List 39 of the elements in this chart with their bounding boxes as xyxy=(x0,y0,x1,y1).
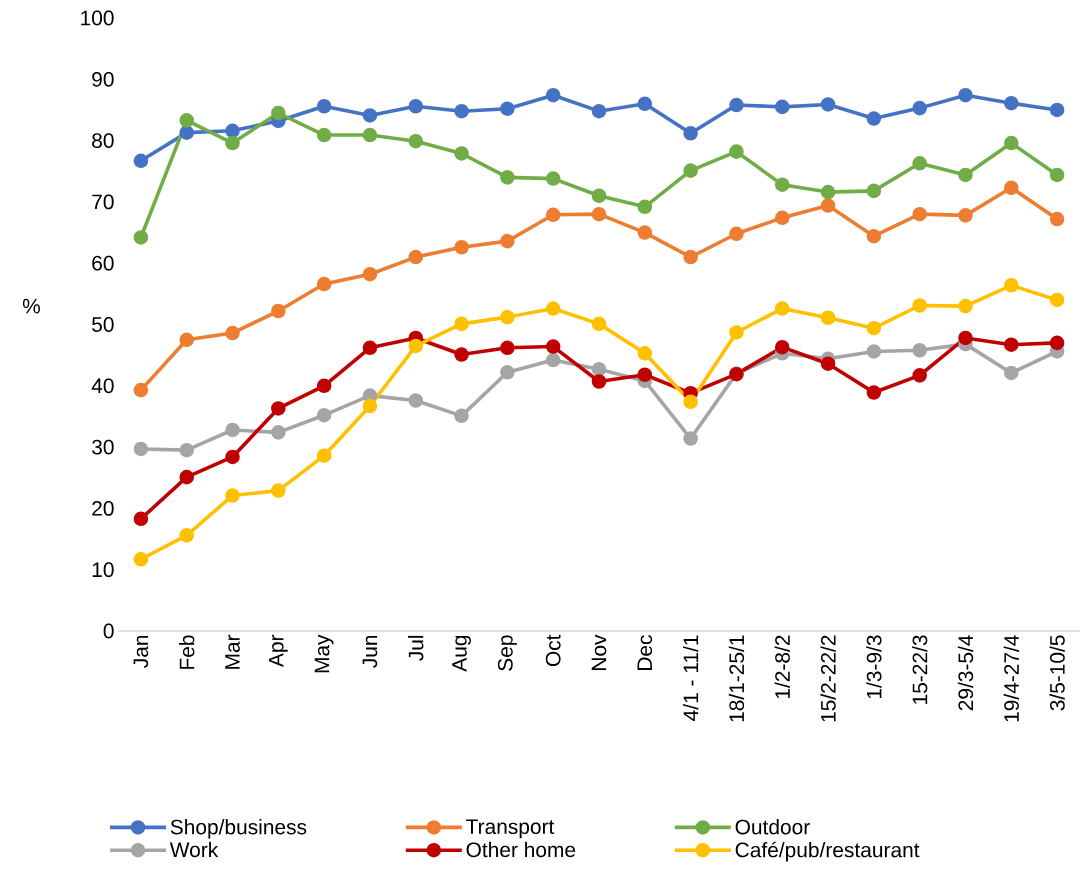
y-tick-label: 10 xyxy=(92,562,114,578)
x-tick-label: Oct xyxy=(545,634,561,667)
legend-label: Other home xyxy=(466,841,576,858)
y-tick-label: 100 xyxy=(81,10,114,26)
x-tick-label: 4/1 - 11/1 xyxy=(682,635,699,721)
x-tick-label: 3/5-10/5 xyxy=(1049,635,1065,711)
y-tick-label: 40 xyxy=(91,378,114,394)
x-tick-label: Jan xyxy=(133,635,149,668)
y-tick-label: 60 xyxy=(92,255,114,271)
y-tick-label: 30 xyxy=(92,439,114,455)
x-tick-label: Sep xyxy=(497,635,517,671)
y-tick-label: 50 xyxy=(92,317,114,332)
legend-label: Café/pub/restaurant xyxy=(735,841,920,862)
y-tick-label: 70 xyxy=(92,194,114,210)
x-tick-label: 15-22/3 xyxy=(912,635,928,704)
x-tick-label: 15/2-22/2 xyxy=(820,635,836,722)
legend-label: Transport xyxy=(466,819,555,839)
x-tick-label: Jun xyxy=(362,635,378,668)
legend-label: Work xyxy=(169,841,219,858)
y-tick-label: 0 xyxy=(103,623,114,639)
x-tick-label: 1/2-8/2 xyxy=(774,635,790,699)
x-tick-label: Apr xyxy=(268,634,288,668)
y-tick-label: 90 xyxy=(92,71,114,87)
legend-label: Shop/business xyxy=(170,819,307,839)
x-tick-label: Jul xyxy=(408,635,424,661)
x-tick-label: 18/1-25/1 xyxy=(728,635,745,722)
x-tick-label: 1/3-9/3 xyxy=(866,635,882,699)
x-tick-label: 29/3-5/4 xyxy=(957,635,974,711)
y-tick-label: 80 xyxy=(92,133,114,148)
y-axis-title: % xyxy=(22,298,40,314)
x-tick-label: May xyxy=(314,634,334,673)
x-tick-label: Mar xyxy=(225,634,240,669)
x-tick-label: Dec xyxy=(637,635,653,671)
x-tick-label: Aug xyxy=(452,635,471,672)
y-tick-label: 20 xyxy=(92,500,114,516)
x-tick-label: Feb xyxy=(179,635,195,669)
x-tick-label: 19/4-27/4 xyxy=(1003,635,1019,722)
x-tick-label: Nov xyxy=(591,634,607,671)
legend-label: Outdoor xyxy=(735,819,810,835)
